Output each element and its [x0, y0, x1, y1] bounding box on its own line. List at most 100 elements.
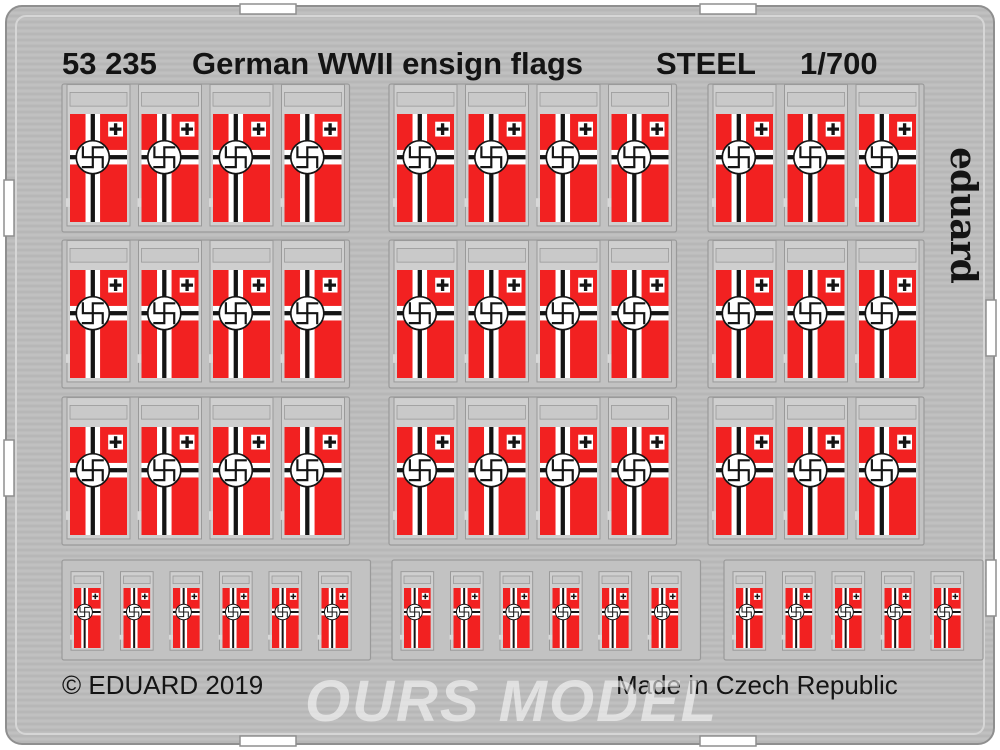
iron-cross-icon [508, 436, 521, 449]
flag-group-plate [388, 239, 678, 389]
iron-cross-icon [508, 279, 521, 292]
sheet-title: German WWII ensign flags [192, 46, 583, 81]
iron-cross-icon [755, 436, 768, 449]
swastika-emblem [551, 302, 574, 325]
swastika-emblem [480, 302, 503, 325]
ensign-flag [393, 397, 458, 540]
iron-cross-icon [898, 436, 911, 449]
material-label: STEEL [656, 46, 756, 81]
swastika-emblem [727, 459, 750, 482]
iron-cross-icon [827, 279, 840, 292]
swastika-emblem [870, 146, 893, 169]
iron-cross-icon [181, 279, 194, 292]
iron-cross-icon [521, 593, 528, 600]
ensign-flag [732, 571, 767, 651]
ensign-flag [66, 240, 131, 383]
iron-cross-icon [827, 123, 840, 136]
swastika-emblem [741, 606, 752, 618]
swastika-emblem [799, 459, 822, 482]
iron-cross-icon [436, 279, 449, 292]
iron-cross-icon [952, 593, 959, 600]
ensign-flag [880, 571, 915, 651]
ensign-flag [930, 571, 965, 651]
ensign-flag [137, 240, 202, 383]
flag-group-plate [61, 239, 351, 389]
brand-logo: eduard [942, 147, 984, 283]
iron-cross-icon [109, 279, 122, 292]
iron-cross-icon [579, 123, 592, 136]
swastika-emblem [409, 606, 420, 618]
swastika-emblem [799, 146, 822, 169]
flag-group-plate [61, 396, 351, 546]
ensign-flag [499, 571, 534, 651]
iron-cross-icon [651, 279, 664, 292]
swastika-emblem [296, 146, 319, 169]
iron-cross-icon [508, 123, 521, 136]
swastika-emblem [508, 606, 519, 618]
swastika-emblem [224, 459, 247, 482]
ensign-flag [119, 571, 154, 651]
swastika-emblem [623, 146, 646, 169]
swastika-emblem [153, 302, 176, 325]
iron-cross-icon [670, 593, 676, 600]
swastika-emblem [558, 606, 569, 618]
iron-cross-icon [142, 593, 148, 600]
iron-cross-icon [579, 436, 592, 449]
ensign-flag [781, 571, 816, 651]
swastika-emblem [81, 459, 104, 482]
ensign-flag [831, 571, 866, 651]
swastika-emblem [607, 606, 618, 618]
ensign-flag [464, 84, 529, 227]
ensign-flag [536, 240, 601, 383]
iron-cross-icon [579, 279, 592, 292]
ensign-flag [66, 84, 131, 227]
swastika-emblem [81, 302, 104, 325]
ensign-flag [712, 84, 777, 227]
ensign-flag [607, 397, 672, 540]
swastika-emblem [228, 606, 239, 618]
swastika-emblem [408, 146, 431, 169]
swastika-emblem [480, 146, 503, 169]
swastika-emblem [870, 302, 893, 325]
ensign-flag [280, 240, 345, 383]
ensign-flag [712, 240, 777, 383]
swastika-emblem [296, 459, 319, 482]
swastika-emblem [791, 606, 802, 618]
ensign-flag [855, 240, 920, 383]
origin-label: Made in Czech Republic [616, 670, 898, 700]
ensign-flag [464, 397, 529, 540]
ensign-flag [209, 240, 274, 383]
swastika-emblem [727, 302, 750, 325]
swastika-emblem [79, 606, 90, 618]
swastika-emblem [623, 302, 646, 325]
swastika-emblem [296, 302, 319, 325]
ensign-flag [536, 84, 601, 227]
ensign-flag [268, 571, 303, 651]
iron-cross-icon [436, 123, 449, 136]
swastika-emblem [178, 606, 189, 618]
iron-cross-icon [109, 123, 122, 136]
swastika-emblem [657, 606, 668, 618]
ensign-flag [280, 84, 345, 227]
swastika-emblem [459, 606, 470, 618]
ensign-flag [536, 397, 601, 540]
ensign-flag [548, 571, 583, 651]
flags-layer [61, 83, 984, 661]
ensign-flag [855, 397, 920, 540]
ensign-flag [209, 84, 274, 227]
iron-cross-icon [241, 593, 247, 600]
flag-group-plate [388, 396, 678, 546]
swastika-emblem [224, 146, 247, 169]
iron-cross-icon [755, 279, 768, 292]
swastika-emblem [129, 606, 140, 618]
swastika-emblem [551, 146, 574, 169]
flag-group-plate [61, 83, 351, 233]
iron-cross-icon [252, 279, 265, 292]
swastika-emblem [551, 459, 574, 482]
swastika-emblem [408, 459, 431, 482]
ensign-flag [400, 571, 435, 651]
swastika-emblem [840, 606, 851, 618]
iron-cross-icon [651, 436, 664, 449]
iron-cross-icon [436, 436, 449, 449]
